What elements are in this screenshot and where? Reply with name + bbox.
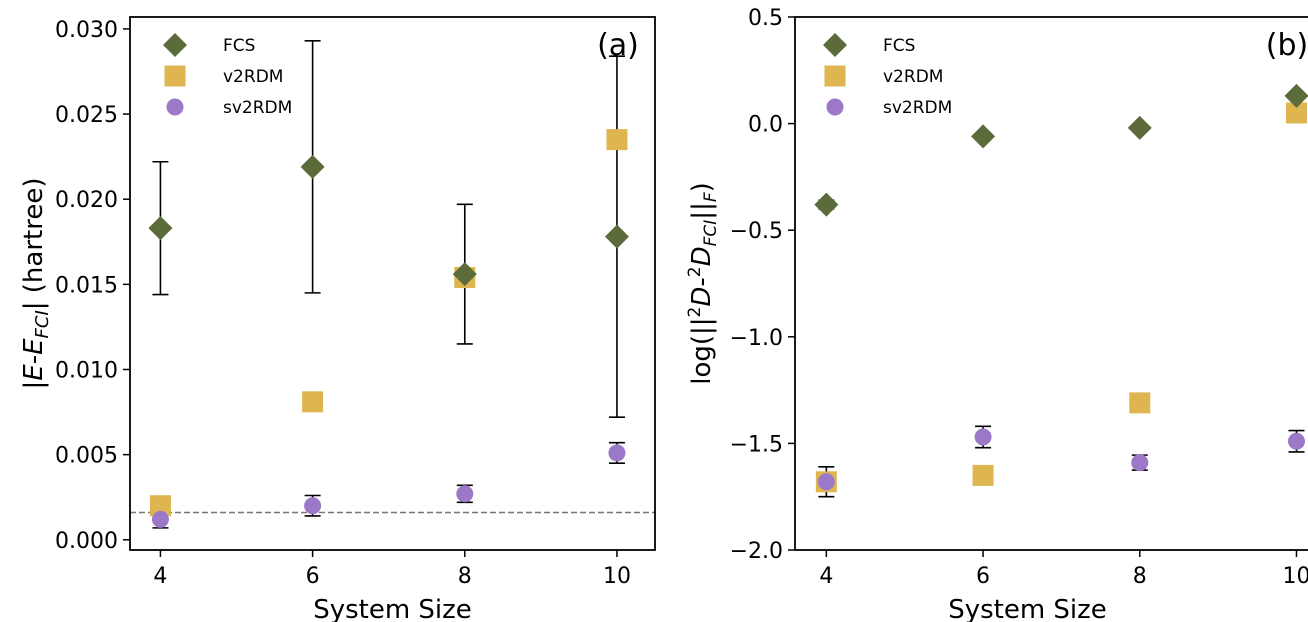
legend-marker-sv2rdm [166, 98, 184, 116]
legend-item: v2RDM [824, 65, 943, 87]
legend-label: sv2RDM [883, 98, 952, 118]
legend-marker-sv2rdm [826, 98, 844, 116]
legend-label: sv2RDM [223, 98, 292, 118]
legend-label: FCS [883, 36, 915, 56]
x-tick-label: 6 [306, 564, 320, 589]
legend-item: FCS [823, 33, 915, 57]
x-tick-label: 10 [1282, 564, 1308, 589]
legend-marker-fcs [823, 33, 847, 57]
panel-label: (b) [1266, 28, 1308, 63]
y-tick-label: 0.0 [748, 113, 783, 138]
y-axis-label: log(||2D-2DFCI||F) [685, 182, 721, 385]
x-tick-label: 4 [153, 564, 167, 589]
legend-item: FCS [163, 33, 255, 57]
x-tick-label: 10 [603, 564, 631, 589]
data-point-v2rdm [606, 129, 628, 151]
data-point-sv2rdm [456, 485, 474, 503]
legend-marker-v2rdm [824, 65, 846, 87]
y-tick-label: 0.025 [55, 103, 118, 128]
data-point-v2rdm [149, 495, 171, 517]
y-tick-label: −1.5 [730, 432, 783, 457]
data-point-sv2rdm [608, 444, 626, 462]
data-point-sv2rdm [304, 497, 322, 515]
data-point-fcs [148, 216, 173, 241]
x-axis-label: System Size [313, 595, 472, 622]
data-point-sv2rdm [817, 473, 835, 491]
data-point-fcs [971, 124, 996, 149]
y-tick-label: −2.0 [730, 539, 783, 564]
x-tick-label: 8 [458, 564, 472, 589]
data-point-fcs [1127, 115, 1152, 140]
legend: FCS v2RDM sv2RDM [163, 33, 292, 118]
x-tick-label: 6 [976, 564, 990, 589]
data-point-v2rdm [1129, 392, 1151, 414]
panel-label: (a) [597, 28, 639, 63]
x-axis-label: System Size [948, 595, 1107, 622]
y-tick-label: 0.000 [55, 529, 118, 554]
x-tick-label: 8 [1133, 564, 1147, 589]
data-point-sv2rdm [1131, 454, 1149, 472]
y-tick-label: 0.030 [55, 18, 118, 43]
data-point-fcs [300, 154, 325, 179]
x-tick-label: 4 [819, 564, 833, 589]
data-point-fcs [452, 262, 477, 287]
y-tick-label: 0.5 [748, 6, 783, 31]
legend-item: v2RDM [164, 65, 283, 87]
legend-item: sv2RDM [166, 98, 292, 118]
plot-frame [129, 16, 656, 551]
data-point-v2rdm [1285, 102, 1307, 124]
data-point-sv2rdm [1287, 432, 1305, 450]
plot-frame [794, 16, 1308, 551]
panel-b: 4 6 8 10 −2.0 −1.5 −1.0 −0.5 0.0 0.5 System Size lo… [685, 6, 1308, 622]
legend-label: FCS [223, 36, 255, 56]
legend-label: v2RDM [883, 67, 943, 87]
y-tick-label: 0.020 [55, 188, 118, 213]
y-tick-label: −0.5 [730, 219, 783, 244]
data-point-v2rdm [302, 391, 324, 413]
y-tick-label: −1.0 [730, 326, 783, 351]
y-tick-label: 0.005 [55, 444, 118, 469]
legend-item: sv2RDM [826, 98, 952, 118]
data-point-fcs [814, 192, 839, 217]
legend-marker-fcs [163, 33, 187, 57]
legend-marker-v2rdm [164, 65, 186, 87]
data-point-fcs [604, 224, 629, 249]
data-point-v2rdm [972, 464, 994, 486]
data-point-fcs [1284, 83, 1308, 108]
data-point-sv2rdm [151, 510, 169, 528]
y-tick-label: 0.015 [55, 273, 118, 298]
legend-label: v2RDM [223, 67, 283, 87]
legend: FCS v2RDM sv2RDM [823, 33, 952, 118]
y-tick-label: 0.010 [55, 358, 118, 383]
panel-a: 4 6 8 10 0.000 0.005 0.010 0.015 0.020 0.025 0.030… [19, 16, 656, 622]
data-point-sv2rdm [974, 428, 992, 446]
y-axis-label: |E-EFCI| (hartree) [19, 178, 53, 390]
